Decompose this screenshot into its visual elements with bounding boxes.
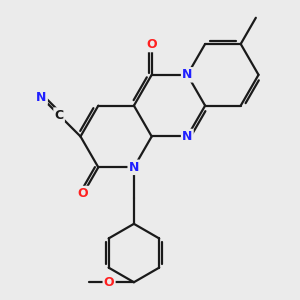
Text: N: N <box>182 68 193 81</box>
Text: C: C <box>55 109 64 122</box>
Text: N: N <box>129 161 139 174</box>
Text: N: N <box>36 91 47 104</box>
Text: O: O <box>146 38 157 51</box>
Text: O: O <box>78 187 88 200</box>
Text: O: O <box>104 276 114 289</box>
Text: N: N <box>182 130 193 143</box>
